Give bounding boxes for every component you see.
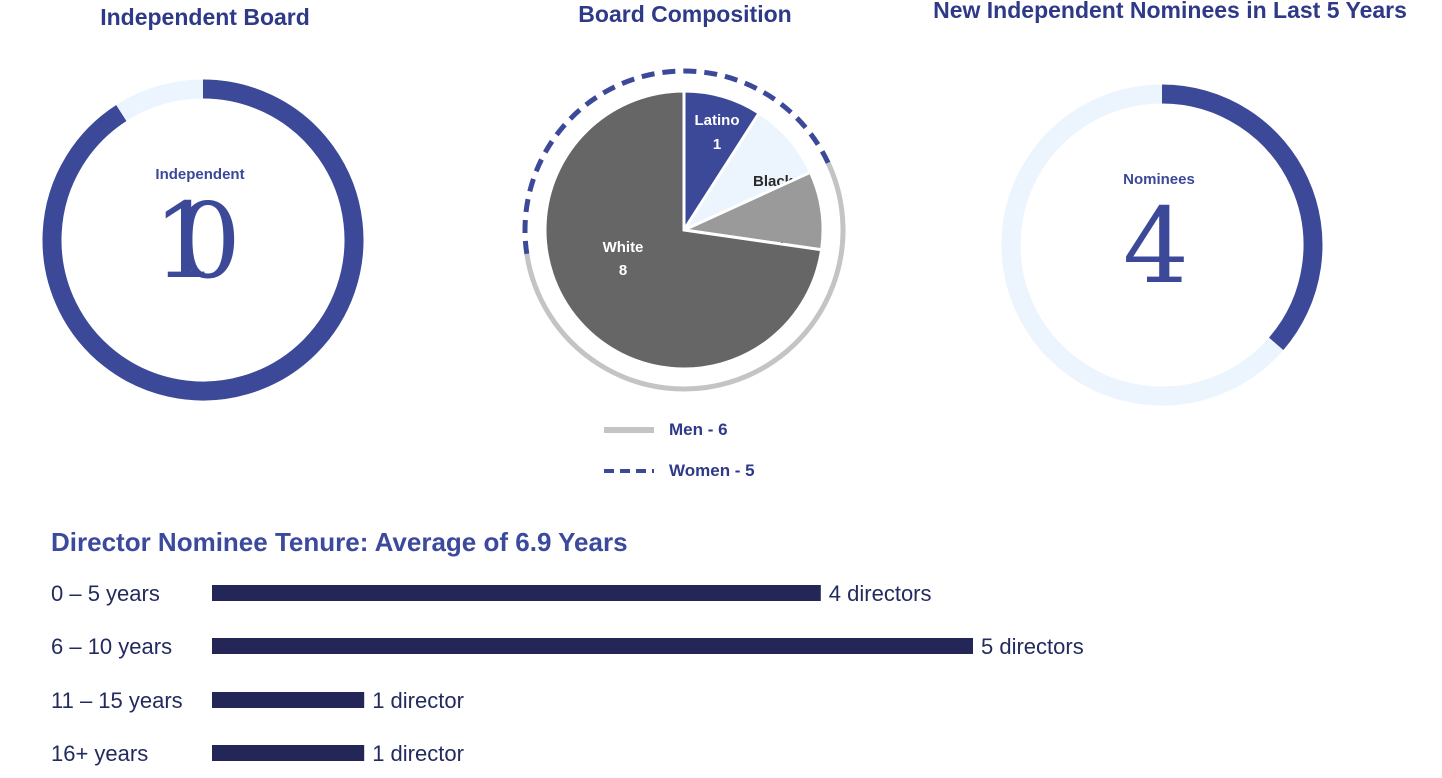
legend-label-women: Women - 5 bbox=[669, 461, 755, 480]
pie-slice-latino bbox=[682, 89, 762, 236]
pie-value-latino: 1 bbox=[713, 136, 721, 153]
tenure-bar bbox=[212, 692, 365, 708]
nominees-donut-slice-primary bbox=[1161, 84, 1323, 351]
board-composition-title: Board Composition bbox=[578, 1, 792, 27]
tenure-category-label: 0 – 5 years bbox=[51, 581, 160, 606]
tenure-value-label: 1 director bbox=[372, 741, 464, 766]
tenure-value-label: 1 director bbox=[372, 688, 464, 713]
pie-slice-asian bbox=[678, 170, 825, 252]
independent-donut-center-label: Independent bbox=[155, 166, 244, 183]
tenure-category-label: 16+ years bbox=[51, 741, 148, 766]
tenure-chart-title: Director Nominee Tenure: Average of 6.9 … bbox=[51, 527, 628, 557]
pie-slice-black bbox=[679, 110, 813, 234]
tenure-value-label: 5 directors bbox=[981, 634, 1084, 659]
new-nominees-title: New Independent Nominees in Last 5 Years bbox=[933, 0, 1407, 23]
pie-value-white: 8 bbox=[619, 262, 627, 279]
gender-ring-men bbox=[524, 161, 846, 392]
pie-slice-white bbox=[543, 89, 824, 371]
independent-board-title: Independent Board bbox=[100, 4, 310, 30]
tenure-bar bbox=[212, 745, 365, 761]
legend-label-men: Men - 6 bbox=[669, 420, 728, 439]
tenure-value-label: 4 directors bbox=[829, 581, 932, 606]
gender-ring-women bbox=[522, 68, 831, 255]
nominees-donut-center-value: 4 bbox=[1123, 185, 1189, 307]
independent-donut-center-value: 10 bbox=[153, 180, 241, 302]
independent-donut-slice-primary bbox=[42, 79, 364, 401]
pie-label-white: White bbox=[603, 239, 644, 256]
independent-donut-slice-remainder bbox=[116, 79, 204, 122]
pie-label-latino: Latino bbox=[695, 112, 740, 129]
nominees-donut-slice-remainder bbox=[1001, 84, 1284, 406]
nominees-donut-center-label: Nominees bbox=[1123, 171, 1195, 188]
tenure-category-label: 11 – 15 years bbox=[51, 688, 183, 713]
tenure-bar bbox=[212, 585, 821, 601]
tenure-bar bbox=[212, 638, 973, 654]
tenure-category-label: 6 – 10 years bbox=[51, 634, 172, 659]
